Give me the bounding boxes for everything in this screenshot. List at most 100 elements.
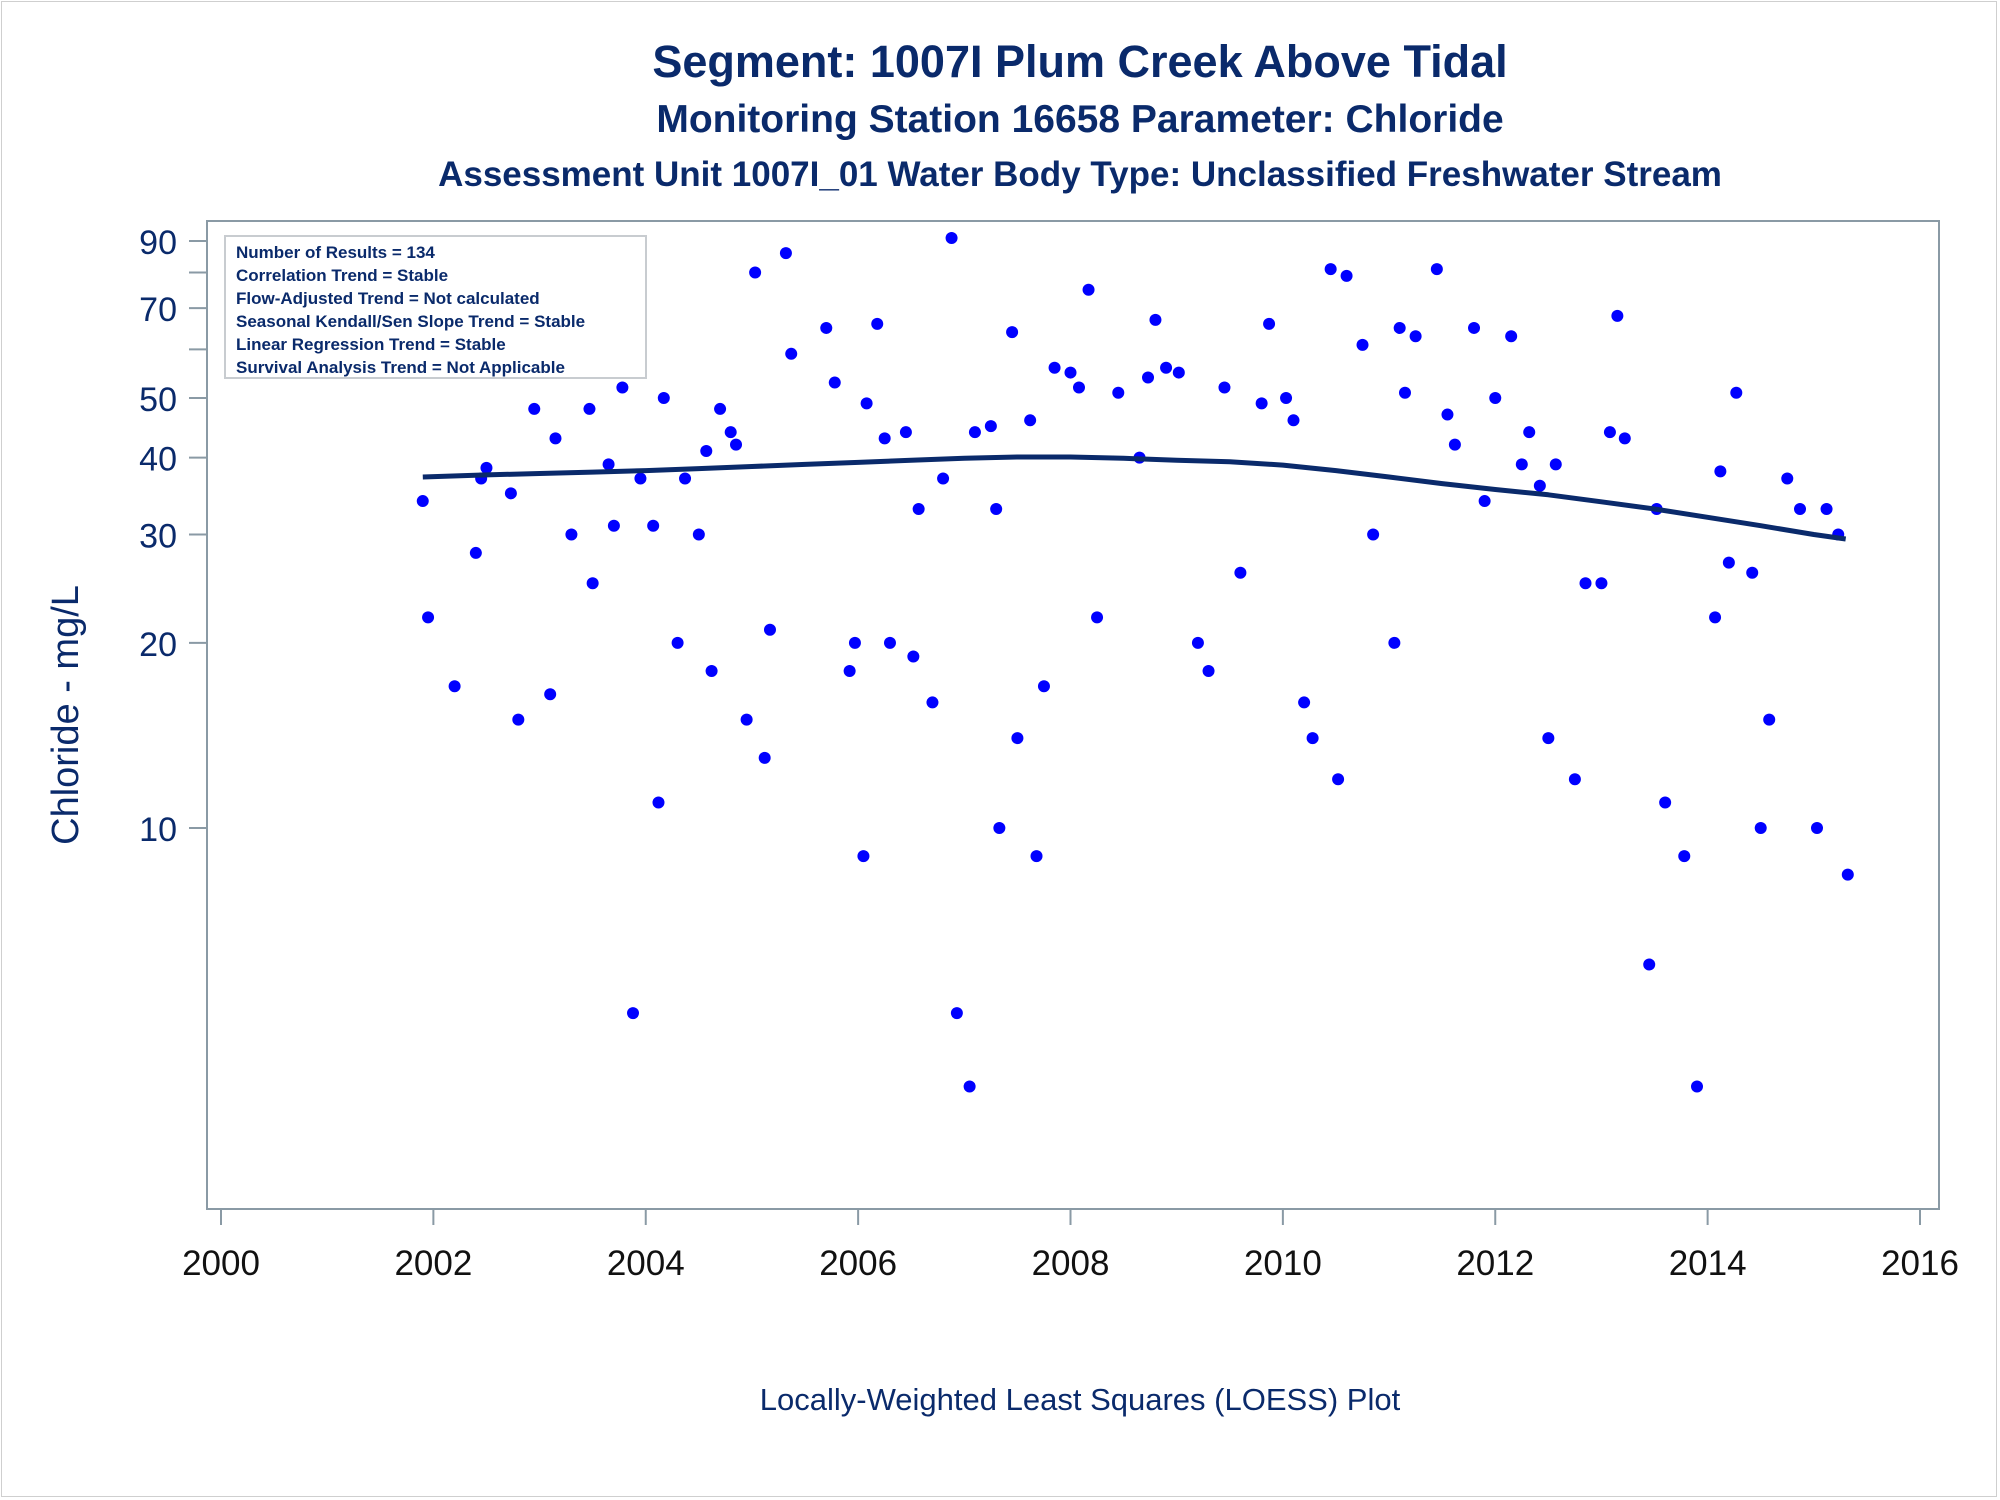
data-point	[1191, 636, 1204, 649]
data-point	[1505, 330, 1518, 343]
data-point	[565, 528, 578, 541]
data-point	[714, 402, 727, 415]
data-point	[871, 317, 884, 330]
data-point	[724, 426, 737, 439]
data-point	[1112, 386, 1125, 399]
data-point	[1082, 283, 1095, 296]
data-point	[647, 519, 660, 532]
trend-summary-box: Number of Results = 134 Correlation Trend…	[224, 235, 647, 379]
data-point	[671, 636, 684, 649]
data-point	[1367, 528, 1380, 541]
data-point	[828, 376, 841, 389]
data-point	[1255, 397, 1268, 410]
data-point	[1448, 438, 1461, 451]
data-point	[504, 487, 517, 500]
chart-footnote: Locally-Weighted Least Squares (LOESS) P…	[759, 1382, 1401, 1417]
data-point	[1603, 426, 1616, 439]
data-point	[1218, 381, 1231, 394]
data-point	[1398, 386, 1411, 399]
chart-title: Segment: 1007I Plum Creek Above Tidal	[652, 36, 1508, 87]
data-point	[679, 472, 692, 485]
data-point	[422, 611, 435, 624]
data-point	[785, 347, 798, 360]
data-point	[652, 796, 665, 809]
data-point	[740, 713, 753, 726]
data-point	[779, 247, 792, 260]
y-axis-label: Chloride - mg/L	[45, 585, 87, 845]
data-point	[1430, 263, 1443, 276]
data-point	[848, 636, 861, 649]
x-tick-label: 2014	[1669, 1244, 1747, 1283]
data-point	[1781, 472, 1794, 485]
data-point	[1754, 822, 1767, 834]
data-point	[843, 664, 856, 677]
data-point	[607, 519, 620, 532]
data-point	[883, 636, 896, 649]
data-point	[1595, 577, 1608, 590]
data-point	[945, 232, 958, 245]
data-point	[528, 402, 541, 415]
data-point	[1172, 366, 1185, 379]
chart-subtitle-assessment: Assessment Unit 1007I_01 Water Body Type…	[438, 155, 1722, 194]
data-point	[1478, 495, 1491, 508]
data-point	[1011, 732, 1024, 745]
data-point	[1678, 850, 1691, 863]
data-point	[1298, 696, 1311, 709]
data-point	[730, 438, 743, 451]
data-point	[1810, 822, 1823, 834]
trend-summary-border	[224, 235, 647, 379]
data-point	[860, 397, 873, 410]
trend-summary-line: Flow-Adjusted Trend = Not calculated	[236, 289, 540, 308]
data-point	[749, 266, 762, 279]
data-point	[1763, 713, 1776, 726]
data-point	[1515, 458, 1528, 471]
x-tick-label: 2006	[819, 1244, 897, 1283]
data-point	[990, 503, 1003, 516]
data-point	[1691, 1080, 1704, 1093]
trend-summary-line: Linear Regression Trend = Stable	[236, 335, 506, 354]
data-point	[700, 445, 713, 458]
data-point	[583, 402, 596, 415]
data-point	[1841, 868, 1854, 881]
y-tick-label: 70	[139, 291, 177, 329]
data-point	[1072, 381, 1085, 394]
data-point	[448, 680, 461, 693]
data-point	[1533, 479, 1546, 492]
data-points	[416, 232, 1854, 1093]
data-point	[950, 1007, 963, 1020]
x-tick-label: 2004	[607, 1244, 685, 1283]
data-point	[657, 392, 670, 405]
x-tick-label: 2012	[1456, 1244, 1534, 1283]
data-point	[1006, 326, 1019, 339]
data-point	[1618, 432, 1631, 445]
data-point	[549, 432, 562, 445]
x-tick-label: 2016	[1881, 1244, 1959, 1283]
data-point	[1659, 796, 1672, 809]
data-point	[878, 432, 891, 445]
data-point	[820, 321, 833, 334]
y-tick-label: 40	[139, 441, 177, 479]
data-point	[1024, 414, 1037, 427]
data-point	[1048, 361, 1061, 374]
data-point	[963, 1080, 976, 1093]
data-point	[634, 472, 647, 485]
data-point	[1356, 338, 1369, 351]
data-point	[984, 420, 997, 433]
data-point	[758, 751, 771, 764]
data-point	[1441, 408, 1454, 421]
trend-summary-line: Survival Analysis Trend = Not Applicable	[236, 358, 565, 377]
x-tick-label: 2002	[394, 1244, 472, 1283]
data-point	[1287, 414, 1300, 427]
x-tick-label: 2000	[182, 1244, 260, 1283]
data-point	[705, 664, 718, 677]
data-point	[469, 546, 482, 559]
data-point	[616, 381, 629, 394]
data-point	[1709, 611, 1722, 624]
data-point	[602, 458, 615, 471]
data-point	[544, 688, 557, 701]
data-point	[1142, 371, 1155, 384]
data-point	[1234, 566, 1247, 579]
data-point	[1643, 958, 1656, 971]
